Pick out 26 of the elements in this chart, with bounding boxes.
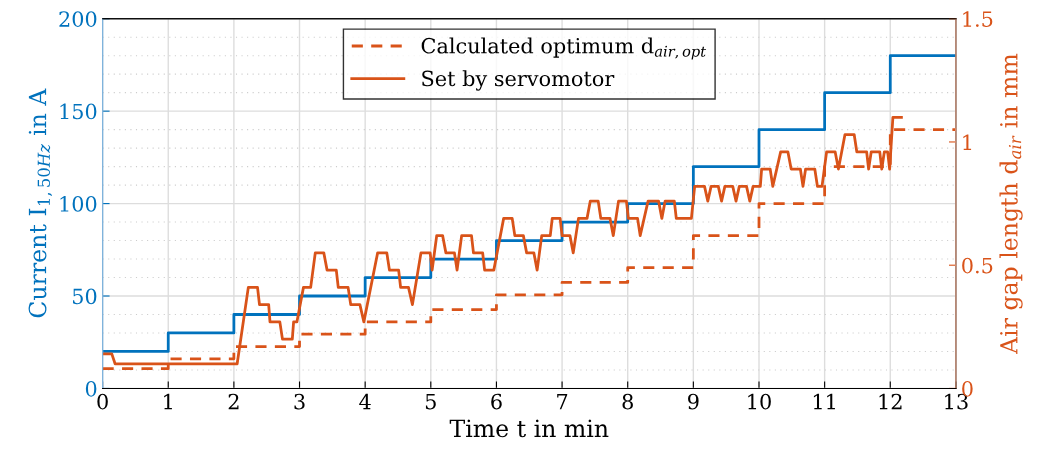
y2-tick-label: 1.5	[963, 11, 993, 27]
x-tick-label: 8	[622, 393, 633, 410]
x-tick-label: 7	[557, 393, 568, 410]
y-tick-label: 0	[85, 380, 97, 397]
x-tick-label: 9	[688, 393, 699, 410]
x-axis-title: Time t in min	[449, 419, 609, 438]
x-tick-label: 5	[425, 393, 436, 410]
x-tick-label: 12	[879, 393, 902, 410]
y-axis-title: Current I$_{1,50Hz}$ in A	[28, 88, 53, 318]
y-tick-label: 200	[59, 11, 97, 27]
x-tick-label: 3	[294, 393, 305, 410]
x-tick-label: 10	[748, 393, 771, 410]
y2-tick-label: 1	[963, 134, 972, 150]
x-tick-label: 0	[97, 393, 108, 410]
y2-axis-title: Air gap length d$_{air}$ in mm	[999, 53, 1023, 355]
y-tick-label: 150	[60, 103, 97, 120]
legend-label: Set by servomotor	[422, 70, 615, 91]
x-tick-label: 1	[164, 393, 172, 410]
x-tick-label: 4	[359, 393, 371, 410]
y-tick-label: 50	[73, 288, 97, 305]
x-tick-label: 2	[228, 393, 239, 410]
x-tick-label: 6	[491, 393, 502, 410]
y-tick-label: 100	[60, 196, 97, 212]
x-tick-label: 11	[813, 393, 835, 410]
legend-label: Calculated optimum d$_{air,opt}$	[421, 37, 707, 60]
y2-tick-label: 0.5	[962, 257, 993, 274]
